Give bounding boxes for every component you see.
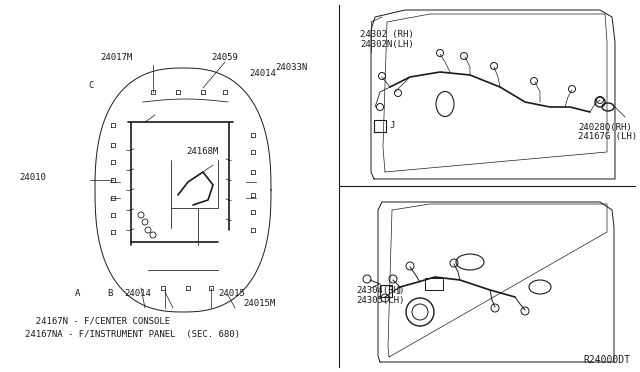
Text: 24014: 24014 [124, 289, 151, 298]
Text: C: C [88, 80, 93, 90]
Text: R24000DT: R24000DT [583, 355, 630, 365]
Text: J: J [395, 286, 401, 295]
Text: 24304(RH): 24304(RH) [356, 286, 404, 295]
Text: 24010: 24010 [19, 173, 46, 182]
Text: 24059: 24059 [211, 54, 238, 62]
Text: 24014: 24014 [249, 70, 276, 78]
Text: 24015: 24015 [218, 289, 245, 298]
Text: 24028Q(RH): 24028Q(RH) [578, 122, 632, 131]
Text: 24305(LH): 24305(LH) [356, 296, 404, 305]
Text: 24302 (RH): 24302 (RH) [360, 31, 413, 39]
Text: 24015M: 24015M [243, 298, 275, 308]
Text: 24302N(LH): 24302N(LH) [360, 41, 413, 49]
Text: 24168M: 24168M [186, 148, 218, 157]
Text: 24167NA - F/INSTRUMENT PANEL  (SEC. 680): 24167NA - F/INSTRUMENT PANEL (SEC. 680) [25, 330, 240, 339]
Text: J: J [389, 122, 394, 131]
Text: 24033N: 24033N [275, 62, 307, 71]
Text: 24167N - F/CENTER CONSOLE: 24167N - F/CENTER CONSOLE [25, 317, 170, 326]
Text: B: B [107, 289, 113, 298]
Text: 24017M: 24017M [100, 54, 132, 62]
Text: A: A [75, 289, 81, 298]
Text: 24167G (LH): 24167G (LH) [578, 132, 637, 141]
